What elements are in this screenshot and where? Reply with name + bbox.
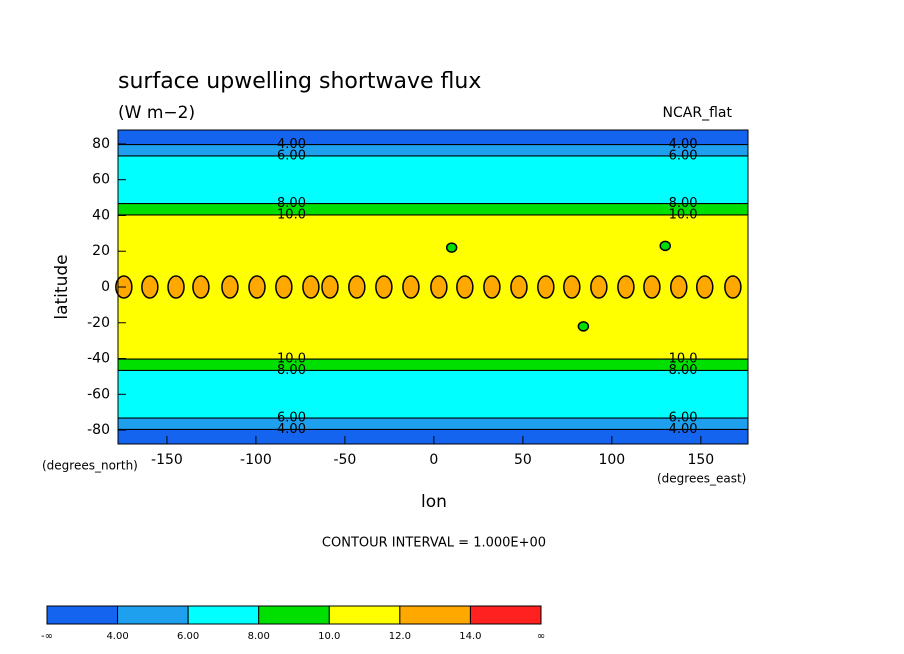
x-tick-label: -50 bbox=[333, 452, 356, 468]
contour-band bbox=[118, 331, 748, 359]
contour-label: 8.00 bbox=[277, 363, 306, 378]
contour-label: 4.00 bbox=[277, 422, 306, 437]
contour-label: 6.00 bbox=[669, 148, 698, 163]
contour-spot bbox=[375, 275, 393, 299]
colorbar-label: 10.0 bbox=[318, 631, 340, 642]
colorbar-swatch bbox=[469, 605, 542, 625]
contour-spot bbox=[430, 275, 448, 299]
x-tick-label: 150 bbox=[687, 452, 714, 468]
y-tick-label: -20 bbox=[87, 315, 110, 331]
y-tick-label: -40 bbox=[87, 351, 110, 367]
x-tick-label: -150 bbox=[151, 452, 183, 468]
contour-spot bbox=[696, 275, 714, 299]
contour-label: 8.00 bbox=[669, 363, 698, 378]
contour-label: 10.0 bbox=[277, 207, 306, 222]
footnote: CONTOUR INTERVAL = 1.000E+00 bbox=[322, 536, 546, 551]
contour-label: 8.00 bbox=[669, 196, 698, 211]
contour-label: 4.00 bbox=[669, 422, 698, 437]
x-tick-label: -100 bbox=[240, 452, 272, 468]
colorbar-label: 8.00 bbox=[248, 631, 270, 642]
contour-band bbox=[118, 376, 748, 418]
contour-spot bbox=[590, 275, 608, 299]
y-tick-label: 40 bbox=[92, 207, 110, 223]
contour-spot bbox=[563, 275, 581, 299]
contour-band bbox=[118, 424, 748, 430]
chart-title: surface upwelling shortwave flux bbox=[118, 69, 481, 94]
contour-label: 10.0 bbox=[669, 207, 698, 222]
y-tick-label: -80 bbox=[87, 422, 110, 438]
contour-spot bbox=[724, 275, 742, 299]
colorbar-swatch bbox=[187, 605, 260, 625]
colorbar-swatch bbox=[46, 605, 119, 625]
colorbar-swatch bbox=[328, 605, 401, 625]
x-tick-label: 0 bbox=[429, 452, 438, 468]
colorbar-swatch bbox=[399, 605, 471, 625]
contour-spot bbox=[537, 275, 555, 299]
contour-label: 4.00 bbox=[277, 137, 306, 152]
colorbar-end-label: -∞ bbox=[41, 631, 53, 642]
contour-band bbox=[118, 204, 748, 216]
contour-spot bbox=[402, 275, 420, 299]
contour-band bbox=[118, 215, 748, 243]
contour-label: 6.00 bbox=[277, 411, 306, 426]
contour-band bbox=[118, 417, 748, 425]
contour-spot bbox=[167, 275, 185, 299]
y-tick-label: 60 bbox=[92, 172, 110, 188]
contour-band bbox=[118, 197, 748, 204]
colorbar-label: 12.0 bbox=[389, 631, 411, 642]
colorbar-swatch bbox=[117, 605, 189, 625]
x-tick-label: 50 bbox=[514, 452, 532, 468]
dataset-label: NCAR_flat bbox=[663, 105, 733, 121]
contour-spot bbox=[141, 275, 159, 299]
contour-label: 6.00 bbox=[669, 411, 698, 426]
y-units: (degrees_north) bbox=[42, 459, 138, 473]
contour-label: 8.00 bbox=[277, 196, 306, 211]
contour-spot bbox=[321, 275, 339, 299]
x-axis-label: lon bbox=[421, 492, 447, 512]
contour-band bbox=[118, 429, 748, 445]
colorbar-label: 14.0 bbox=[459, 631, 481, 642]
contour-band bbox=[118, 370, 748, 377]
contour-spot bbox=[643, 275, 661, 299]
contour-label: 4.00 bbox=[669, 137, 698, 152]
contour-band bbox=[118, 144, 748, 150]
contour-spot bbox=[617, 275, 635, 299]
colorbar-end-label: ∞ bbox=[537, 631, 545, 642]
contour-band bbox=[118, 129, 748, 145]
colorbar-label: 6.00 bbox=[177, 631, 199, 642]
contour-spot bbox=[445, 242, 458, 253]
contour-spot bbox=[248, 275, 266, 299]
contour-spot bbox=[670, 275, 688, 299]
colorbar-swatch bbox=[258, 605, 330, 625]
contour-band bbox=[118, 156, 748, 198]
contour-spot bbox=[510, 275, 528, 299]
y-tick-label: -60 bbox=[87, 386, 110, 402]
contour-band bbox=[118, 149, 748, 157]
contour-spot bbox=[275, 275, 293, 299]
contour-spot bbox=[192, 275, 210, 299]
y-axis-label: latitude bbox=[52, 254, 72, 319]
contour-spot bbox=[348, 275, 366, 299]
contour-spot bbox=[577, 321, 590, 332]
contour-spot bbox=[302, 275, 320, 299]
contour-label: 10.0 bbox=[669, 352, 698, 367]
contour-label: 6.00 bbox=[277, 148, 306, 163]
chart-subtitle: (W m−2) bbox=[118, 103, 195, 123]
contour-spot bbox=[483, 275, 501, 299]
contour-band bbox=[118, 358, 748, 370]
contour-spot bbox=[659, 240, 671, 252]
y-tick-label: 80 bbox=[92, 136, 110, 152]
contour-spot bbox=[221, 275, 239, 299]
x-units: (degrees_east) bbox=[657, 472, 746, 486]
y-tick-label: 0 bbox=[101, 279, 110, 295]
colorbar-label: 4.00 bbox=[106, 631, 128, 642]
x-tick-label: 100 bbox=[598, 452, 625, 468]
contour-spot bbox=[456, 275, 474, 299]
contour-label: 10.0 bbox=[277, 352, 306, 367]
y-tick-label: 20 bbox=[92, 243, 110, 259]
